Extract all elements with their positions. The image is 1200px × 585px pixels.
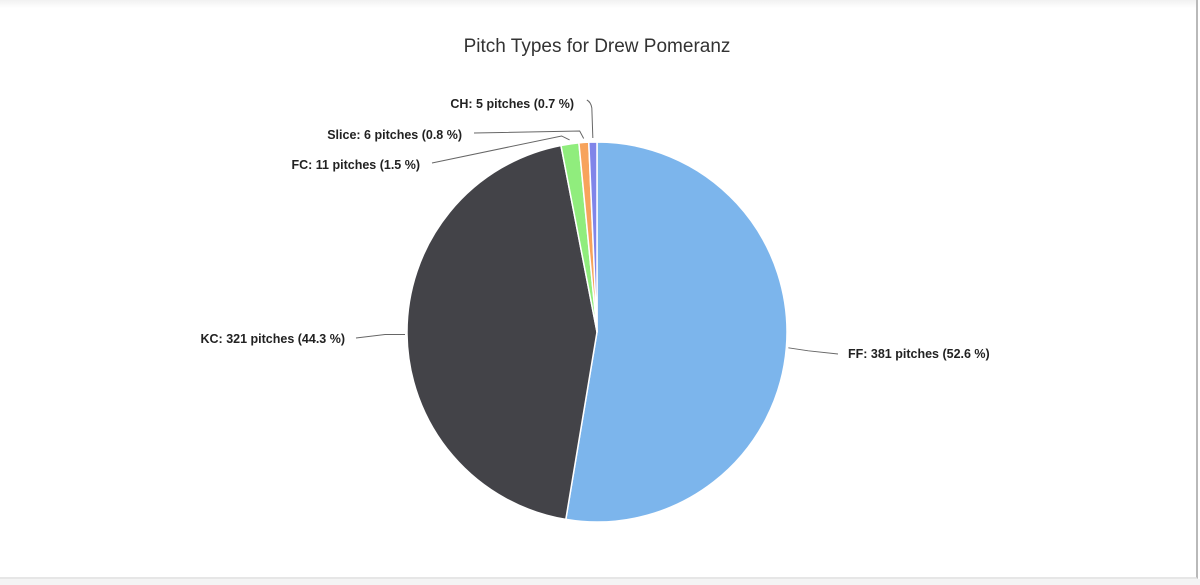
chart-title: Pitch Types for Drew Pomeranz	[464, 36, 731, 57]
pie-slices	[406, 141, 788, 523]
connector-fc	[431, 135, 570, 164]
slice-label-ch: CH: 5 pitches (0.7 %)	[450, 97, 574, 111]
connector-slice	[473, 130, 585, 139]
slice-label-slice: Slice: 6 pitches (0.8 %)	[327, 128, 462, 142]
connector-ch	[586, 99, 594, 139]
label-connectors	[355, 99, 839, 355]
slice-label-ff: FF: 381 pitches (52.6 %)	[848, 347, 990, 361]
pie-slice-kc[interactable]	[406, 144, 598, 521]
pie-slice-ff[interactable]	[565, 141, 788, 523]
slice-label-fc: FC: 11 pitches (1.5 %)	[291, 158, 420, 172]
connector-kc	[355, 333, 406, 339]
slice-label-kc: KC: 321 pitches (44.3 %)	[201, 332, 346, 346]
page-footer-strip	[0, 579, 1200, 585]
pie-slice-ch[interactable]	[588, 141, 598, 333]
connector-ff	[788, 347, 839, 355]
